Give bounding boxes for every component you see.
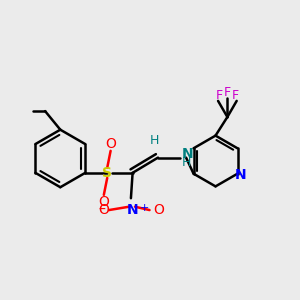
- Text: O: O: [98, 195, 109, 208]
- Text: F: F: [216, 89, 223, 102]
- Text: S: S: [102, 166, 112, 180]
- Text: H: H: [150, 134, 159, 148]
- Text: N: N: [127, 203, 138, 217]
- Text: N: N: [235, 168, 247, 182]
- Text: +: +: [140, 202, 149, 213]
- Text: O: O: [154, 203, 164, 217]
- Text: F: F: [231, 89, 239, 102]
- Text: O: O: [105, 137, 116, 151]
- Text: H: H: [182, 156, 191, 169]
- Text: F: F: [224, 86, 231, 99]
- Text: O: O: [98, 203, 109, 217]
- Text: –: –: [98, 203, 105, 217]
- Text: N: N: [182, 147, 193, 160]
